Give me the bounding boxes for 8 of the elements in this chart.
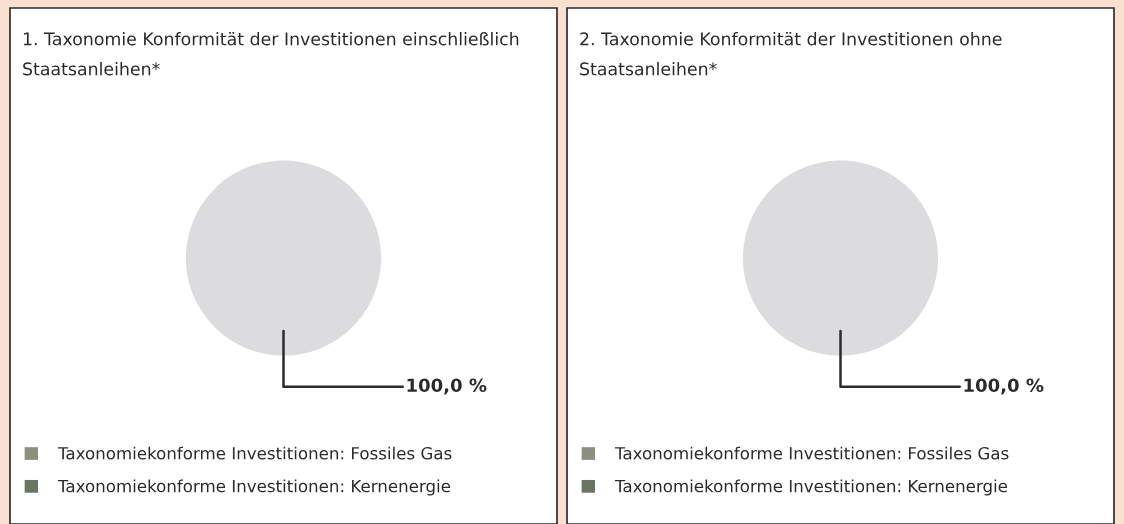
legend-label: Taxonomiekonforme Investitionen: Kernenergie xyxy=(614,479,1008,496)
legend-label: Taxonomiekonforme Investitionen: Kernenergie xyxy=(57,479,451,496)
legend-label: Taxonomiekonforme Investitionen: Fossiles Gas xyxy=(57,446,452,460)
chart-title: 2. Taxonomie Konformität der Investitionen ohne Staatsanleihen* xyxy=(580,32,1002,76)
data-label: 100,0 % xyxy=(964,378,1044,395)
chart-title: 1. Taxonomie Konformität der Investitionen einschließlich Staatsanleihen* xyxy=(23,32,519,76)
legend-label: Taxonomiekonforme Investitionen: Fossiles Gas xyxy=(614,446,1009,460)
data-label: 100,0 % xyxy=(407,378,487,395)
